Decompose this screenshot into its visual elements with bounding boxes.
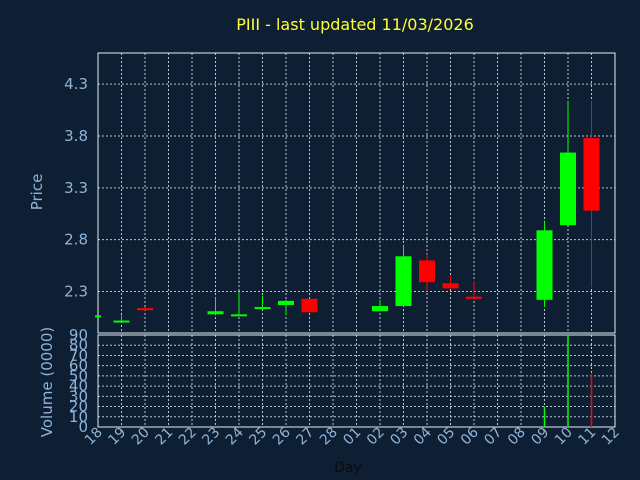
candle-03 <box>395 245 412 307</box>
candle-body <box>207 311 224 315</box>
price-axis-label: Price <box>28 174 46 211</box>
candle-19 <box>113 315 130 323</box>
price-tick-label: 3.8 <box>64 127 88 145</box>
price-tick-label: 3.3 <box>64 179 88 197</box>
candle-body <box>137 308 153 311</box>
candle-26 <box>278 299 294 316</box>
candle-body <box>278 300 294 305</box>
volume-tick-label: 90 <box>69 326 88 344</box>
candle-04 <box>419 254 435 292</box>
candle-body <box>419 260 435 283</box>
candle-23 <box>207 297 224 316</box>
candle-27 <box>301 298 318 313</box>
candle-09 <box>536 222 553 308</box>
volume-tick-label: 10 <box>69 408 88 426</box>
candle-body <box>301 298 318 313</box>
x-axis-label: Day <box>334 460 362 476</box>
candle-body <box>442 283 459 289</box>
volume-tick-label: 50 <box>69 367 88 385</box>
candle-24 <box>231 291 247 317</box>
candle-body <box>231 314 247 317</box>
candle-body <box>95 315 101 318</box>
candle-body <box>372 306 388 312</box>
volume-axis-label: Volume (0000) <box>38 327 56 437</box>
candle-25 <box>254 295 271 310</box>
candle-body <box>113 320 130 323</box>
price-panel: 4.3 3.8 3.3 2.8 2.3 <box>64 52 616 334</box>
candle-body <box>466 296 482 299</box>
volume-tick-label: 20 <box>69 398 88 416</box>
candle-18 <box>95 315 101 318</box>
candle-06 <box>466 281 482 300</box>
candle-body <box>583 138 600 211</box>
candle-body <box>536 230 553 300</box>
price-tick-label: 4.3 <box>64 75 88 93</box>
candle-body <box>254 307 271 310</box>
candle-body <box>395 256 412 307</box>
candle-05 <box>442 274 459 289</box>
price-tick-label: 2.8 <box>64 231 88 249</box>
candle-20 <box>137 307 153 311</box>
chart-title: PIII - last updated 11/03/2026 <box>236 15 474 34</box>
volume-tick-label: 70 <box>69 346 88 364</box>
volume-tick-label: 0 <box>78 418 88 436</box>
volume-tick-label: 30 <box>69 387 88 405</box>
candle-02 <box>372 299 388 312</box>
volume-tick-label: 60 <box>69 357 88 375</box>
candle-11 <box>583 100 600 288</box>
candle-10 <box>560 100 576 226</box>
volume-frame <box>97 334 616 428</box>
price-tick-label: 2.3 <box>64 283 88 301</box>
volume-tick-label: 40 <box>69 377 88 395</box>
price-frame <box>97 52 616 334</box>
volume-tick-label: 80 <box>69 336 88 354</box>
candle-body <box>560 152 576 226</box>
